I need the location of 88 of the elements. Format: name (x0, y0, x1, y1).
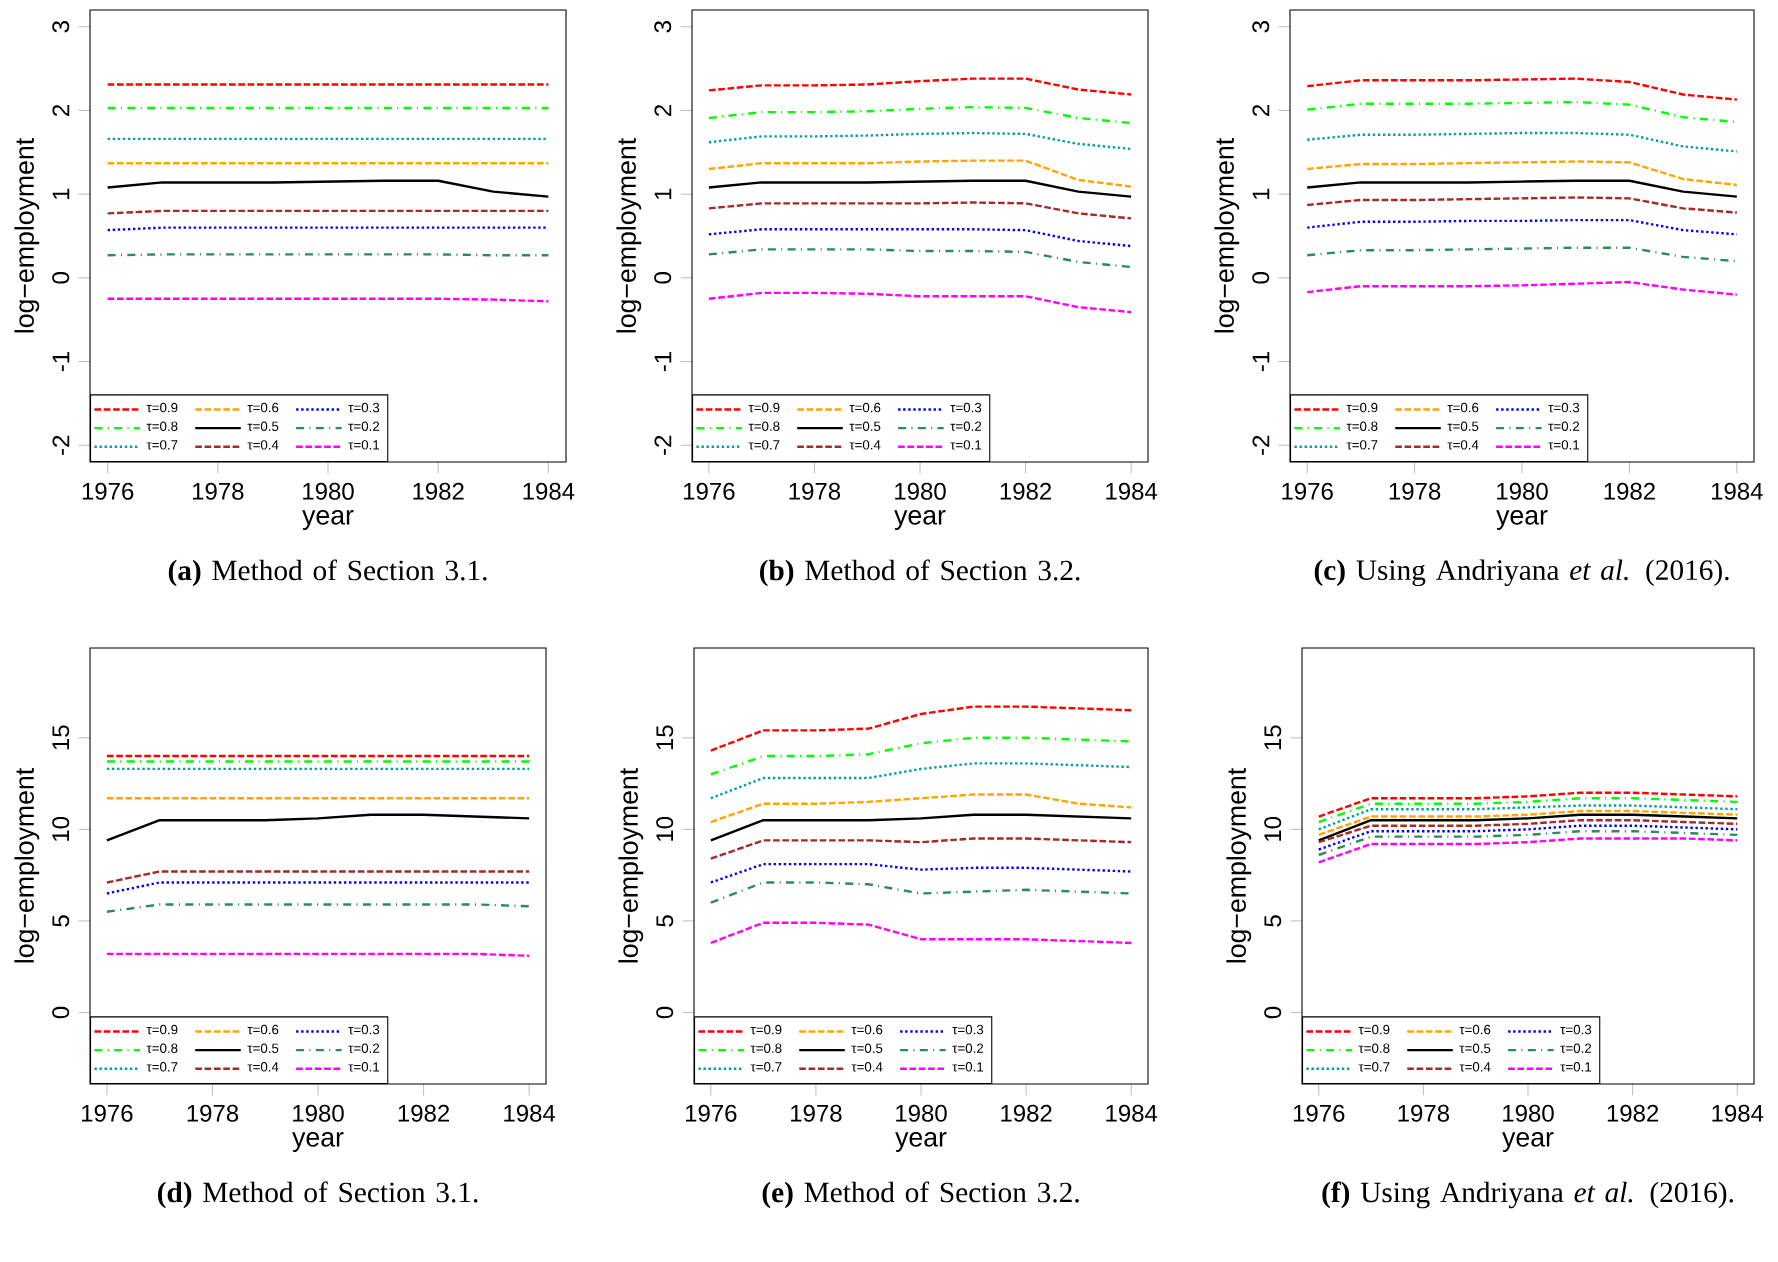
y-tick-label: 10 (52, 816, 70, 841)
y-tick-label: 15 (1264, 725, 1282, 750)
y-tick-label: -2 (52, 435, 70, 455)
y-tick-label: 1 (52, 188, 70, 199)
y-tick-label: 0 (52, 1006, 70, 1019)
text: (a) Method of Section 3.1. (168, 559, 487, 587)
y-tick-label: 0 (1264, 1006, 1282, 1019)
y-tick-label: 5 (52, 915, 70, 927)
x-tick-label: 1984 (1712, 1104, 1764, 1122)
x-axis-title: year (1502, 1132, 1554, 1152)
x-tick-label: 1980 (1497, 482, 1548, 500)
x-tick-label: 1976 (1293, 1104, 1345, 1122)
line-series (1306, 160, 1739, 187)
y-tick-label: 2 (52, 104, 70, 116)
y-tick-label: -1 (52, 352, 70, 372)
x-tick-label: 1978 (192, 482, 244, 500)
x-tick-label: 1976 (685, 1104, 737, 1122)
x-axis-title: year (292, 1132, 344, 1152)
x-tick-label: 1978 (187, 1104, 239, 1122)
x-tick-label: 1978 (791, 1104, 842, 1122)
y-tick-label: -1 (654, 352, 672, 372)
x-tick-label: 1980 (1503, 1104, 1554, 1122)
y-tick-label: 1 (654, 188, 672, 199)
y-tick-label: -1 (1252, 352, 1270, 372)
y-tick-label: 10 (656, 816, 674, 841)
y-axis-title: log−employment (618, 768, 644, 963)
y-tick-label: 3 (1252, 21, 1270, 33)
x-axis-title: year (1496, 510, 1548, 530)
y-axis-title: log−employment (1226, 768, 1252, 963)
line-series (707, 105, 1133, 125)
y-tick-label: 0 (1252, 272, 1270, 284)
x-tick-label: 1980 (293, 1104, 344, 1122)
line-series (1306, 218, 1739, 236)
y-tick-label: 2 (1252, 104, 1270, 116)
text: (d) Method of Section 3.1. (158, 1181, 478, 1209)
line-series (1306, 246, 1739, 263)
y-axis-title: log−employment (14, 138, 40, 333)
x-tick-label: 1982 (1607, 1104, 1659, 1122)
line-series (707, 77, 1133, 96)
x-tick-label: 1984 (1106, 1104, 1158, 1122)
text: (f) Using Andriyana et al. (2016). (1322, 1181, 1733, 1209)
line-series (1306, 196, 1739, 214)
x-tick-label: 1976 (82, 1104, 133, 1122)
y-axis-title: log−employment (1214, 138, 1240, 333)
y-tick-label: 0 (654, 272, 672, 284)
x-tick-label: 1976 (684, 482, 735, 500)
x-tick-label: 1984 (1711, 482, 1763, 500)
y-tick-label: -2 (654, 435, 672, 455)
x-tick-label: 1980 (896, 1104, 947, 1122)
x-tick-label: 1982 (1001, 1104, 1052, 1122)
line-series (707, 131, 1133, 151)
line-series (709, 793, 1133, 824)
y-tick-label: 1 (1252, 188, 1270, 199)
x-tick-label: 1980 (303, 482, 354, 500)
text: (b) Method of Section 3.2. (760, 559, 1080, 587)
x-tick-label: 1982 (398, 1104, 450, 1122)
y-tick-label: 0 (52, 272, 70, 284)
x-tick-label: 1976 (82, 482, 134, 500)
y-tick-label: -2 (1252, 435, 1270, 455)
x-axis-title: year (895, 1132, 947, 1152)
x-axis-title: year (302, 510, 354, 530)
x-tick-label: 1984 (504, 1104, 556, 1122)
x-tick-label: 1982 (413, 482, 464, 500)
y-tick-label: 10 (1264, 816, 1282, 841)
x-tick-label: 1978 (1389, 482, 1441, 500)
y-tick-label: 5 (656, 915, 674, 927)
x-axis-title: year (894, 510, 946, 530)
x-tick-label: 1978 (789, 482, 841, 500)
y-axis-title: log−employment (616, 138, 642, 333)
text: (c) Using Andriyana et al. (2016). (1314, 559, 1729, 587)
y-tick-label: 0 (656, 1006, 674, 1019)
line-series (1306, 131, 1739, 153)
line-series (709, 736, 1133, 776)
text: (e) Method of Section 3.2. (762, 1181, 1079, 1209)
y-tick-label: 5 (1264, 915, 1282, 927)
y-tick-label: 3 (52, 21, 70, 33)
y-axis-title: log−employment (14, 768, 40, 963)
y-tick-label: 3 (654, 21, 672, 33)
x-tick-label: 1976 (1282, 482, 1333, 500)
x-tick-label: 1980 (895, 482, 946, 500)
y-tick-label: 15 (656, 725, 674, 750)
x-tick-label: 1982 (1604, 482, 1655, 500)
x-tick-label: 1984 (1106, 482, 1158, 500)
x-tick-label: 1978 (1398, 1104, 1450, 1122)
x-tick-label: 1984 (523, 482, 575, 500)
y-tick-label: 2 (654, 104, 672, 116)
x-tick-label: 1982 (1000, 482, 1052, 500)
y-tick-label: 15 (52, 725, 70, 750)
